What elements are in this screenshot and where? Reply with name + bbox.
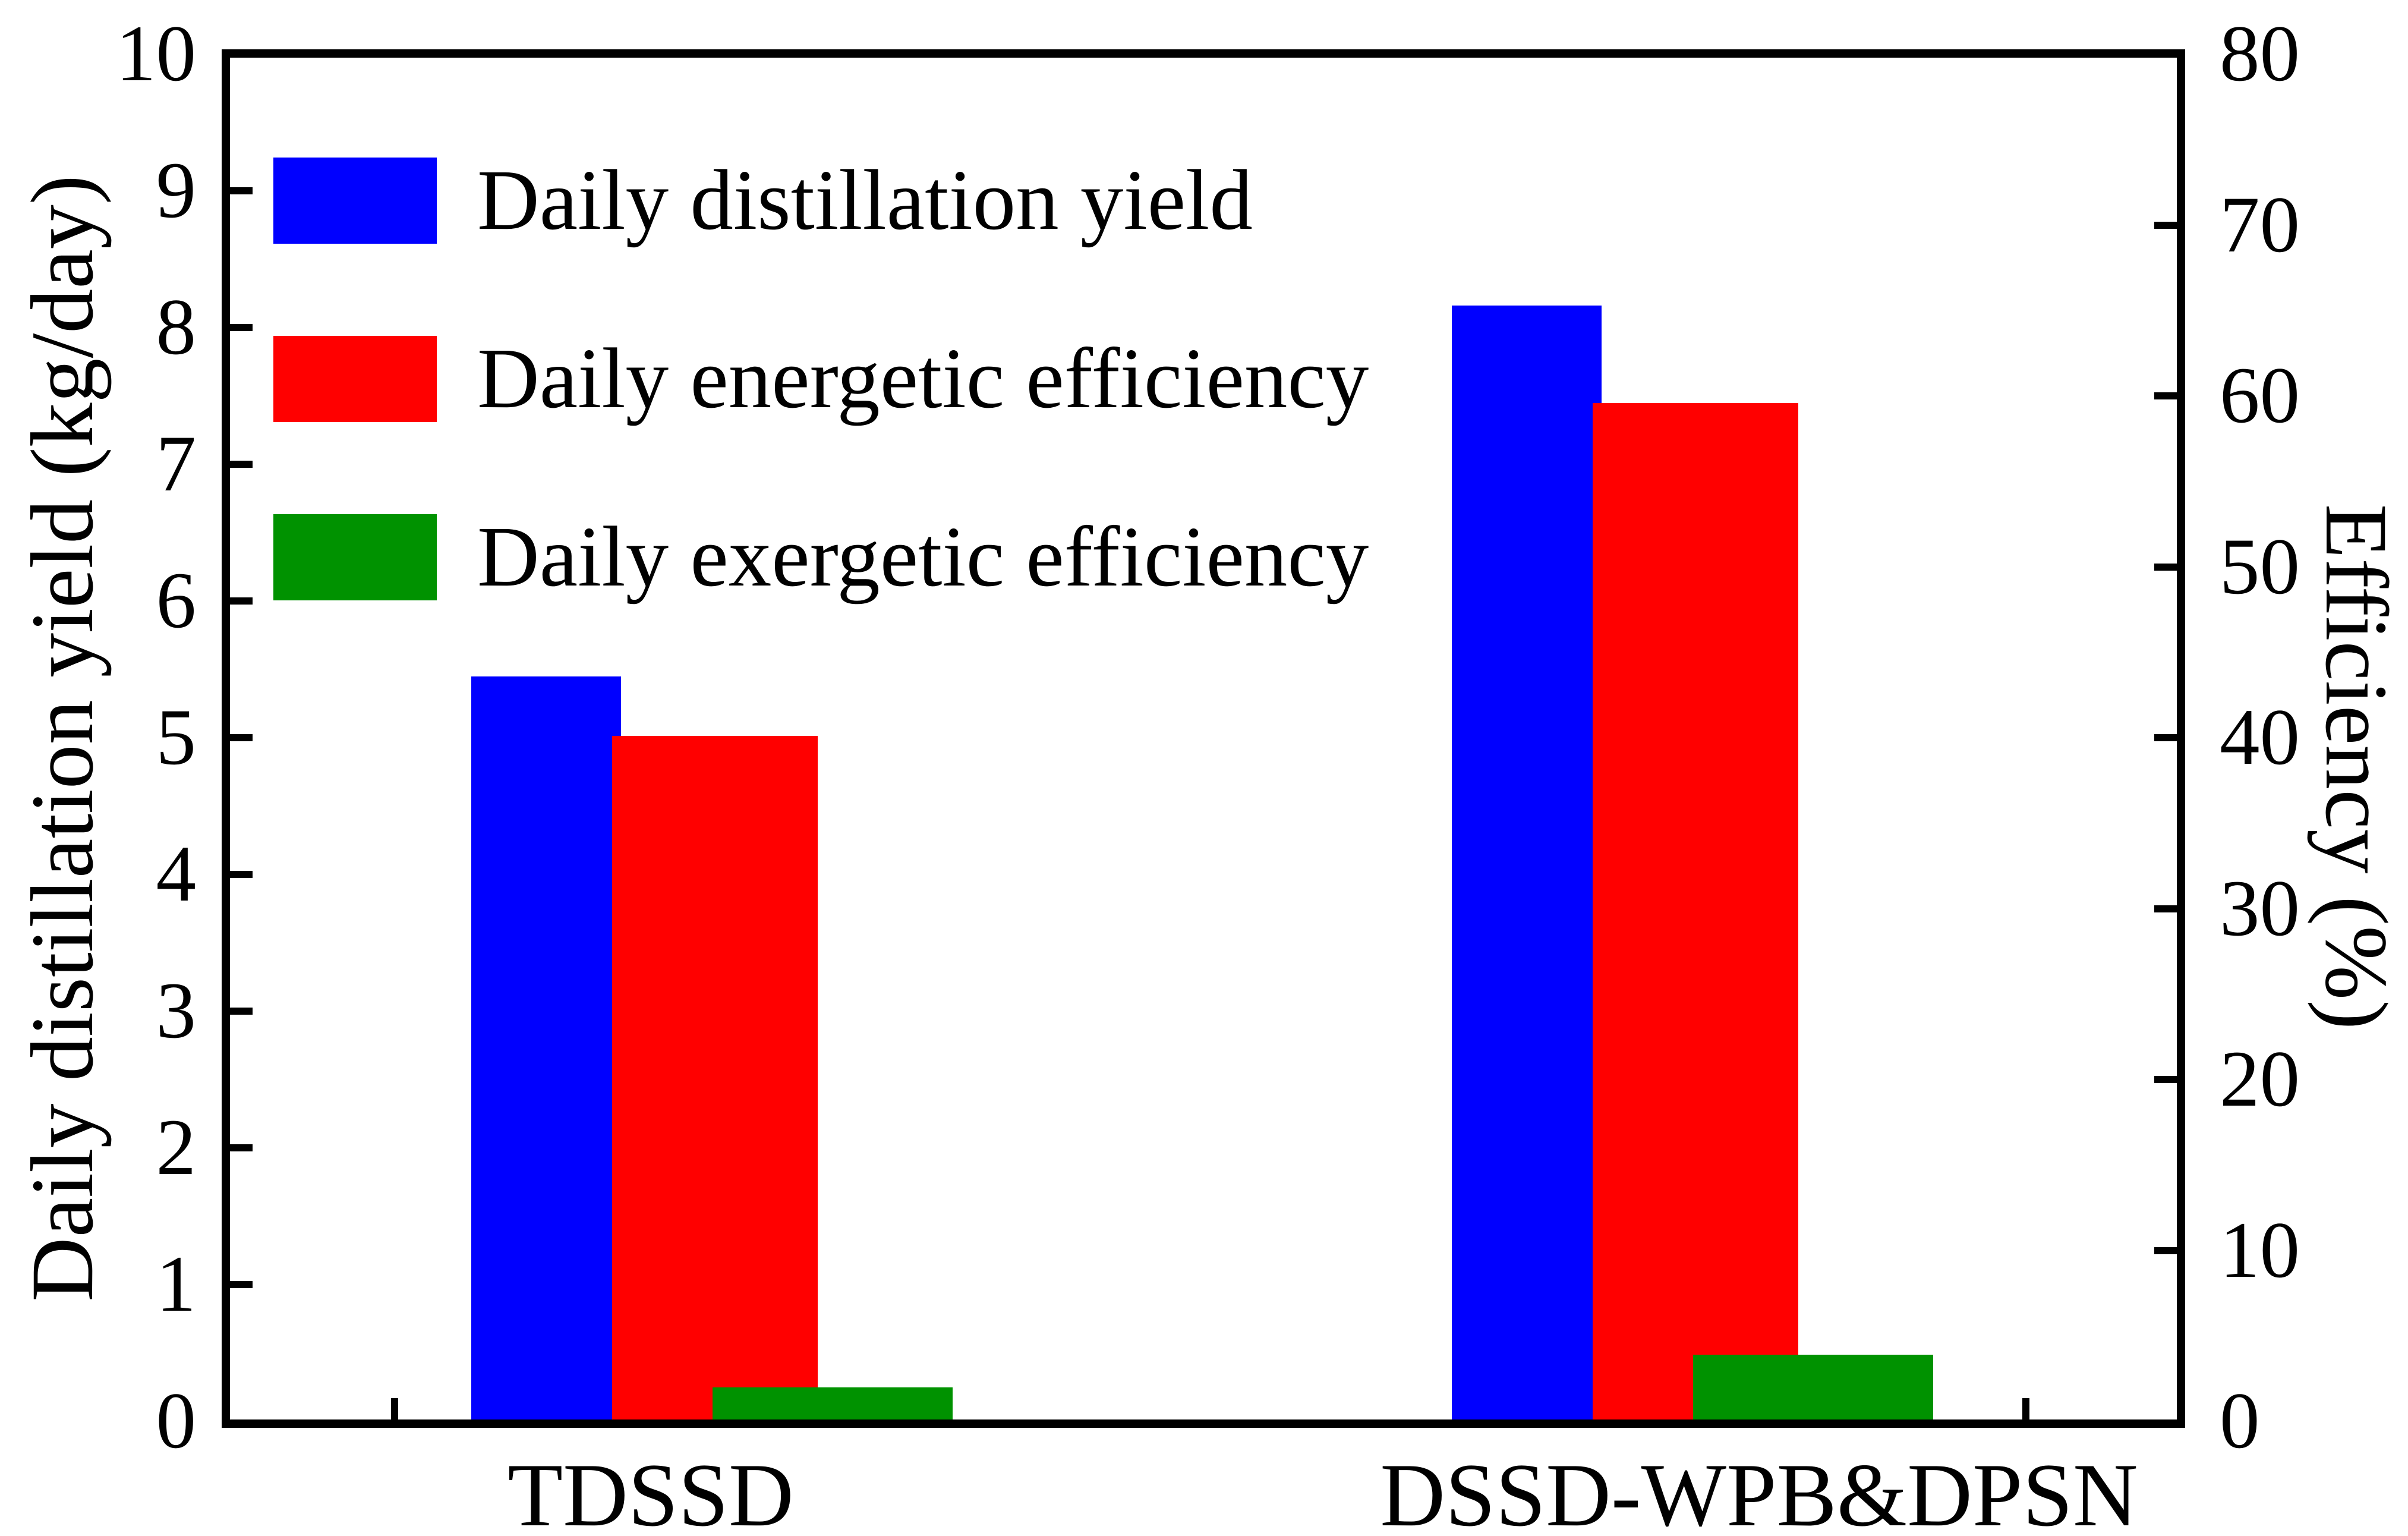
right-axis-tick — [2154, 734, 2177, 741]
bar-daily-distillation-yield — [471, 676, 621, 1421]
right-axis-tick-label: 50 — [2220, 522, 2300, 611]
x-axis-minor-tick — [391, 1398, 398, 1419]
legend-row: Daily distillation yield — [273, 156, 1253, 245]
left-axis-tick-label: 4 — [156, 830, 197, 918]
legend-row: Daily exergetic efficiency — [273, 512, 1369, 602]
right-axis-tick — [2154, 905, 2177, 912]
legend-label: Daily exergetic efficiency — [477, 509, 1369, 605]
right-axis-tick — [2154, 1076, 2177, 1083]
legend-swatch-blue — [273, 157, 437, 244]
x-axis-category-label: DSSD-WPB&DPSN — [1380, 1445, 2138, 1536]
legend-label: Daily distillation yield — [477, 153, 1253, 248]
left-axis-tick-label: 8 — [156, 283, 197, 372]
right-axis-tick-label: 70 — [2220, 180, 2300, 269]
left-axis-tick — [230, 187, 253, 194]
left-axis-tick-label: 9 — [156, 146, 197, 235]
x-axis-category-label: TDSSD — [508, 1445, 794, 1536]
right-axis-tick-label: 80 — [2220, 10, 2300, 98]
left-axis-tick-label: 1 — [156, 1240, 197, 1329]
left-axis-tick — [230, 871, 253, 878]
left-axis-tick — [230, 1144, 253, 1151]
right-axis-tick — [2154, 563, 2177, 571]
left-axis-tick-label: 6 — [156, 556, 197, 645]
left-axis-tick-label: 10 — [116, 10, 196, 98]
left-axis-tick — [230, 1008, 253, 1015]
right-axis-tick-label: 40 — [2220, 693, 2300, 782]
left-axis-tick-label: 2 — [156, 1103, 197, 1192]
left-axis-tick-label: 0 — [156, 1377, 197, 1465]
legend-label: Daily energetic efficiency — [477, 331, 1369, 426]
right-axis-tick-label: 10 — [2220, 1205, 2300, 1295]
left-axis-tick-label: 5 — [156, 693, 197, 782]
left-axis-tick — [230, 461, 253, 468]
legend-swatch-green — [273, 514, 437, 600]
bar-daily-exergetic-efficiency — [1693, 1354, 1933, 1421]
bar-daily-energetic-efficiency — [612, 736, 818, 1421]
right-axis-tick — [2154, 221, 2177, 229]
bar-daily-distillation-yield — [1452, 306, 1602, 1421]
right-axis-tick-label: 20 — [2220, 1035, 2300, 1123]
right-axis-tick-label: 0 — [2220, 1377, 2260, 1465]
bar-daily-exergetic-efficiency — [713, 1387, 953, 1421]
x-axis-minor-tick — [2022, 1398, 2029, 1419]
legend-row: Daily energetic efficiency — [273, 334, 1369, 423]
right-axis-tick — [2154, 392, 2177, 399]
bar-daily-energetic-efficiency — [1593, 402, 1798, 1421]
right-axis-tick — [2154, 1247, 2177, 1254]
left-axis-tick-label: 3 — [156, 967, 197, 1055]
left-axis-tick — [230, 734, 253, 741]
left-axis-tick — [230, 597, 253, 605]
left-axis-tick-label: 7 — [156, 420, 197, 508]
left-axis-tick — [230, 324, 253, 331]
right-axis-tick-label: 30 — [2220, 864, 2300, 953]
left-axis-tick — [230, 1281, 253, 1288]
legend-swatch-red — [273, 335, 437, 422]
right-axis-tick-label: 60 — [2220, 351, 2300, 440]
